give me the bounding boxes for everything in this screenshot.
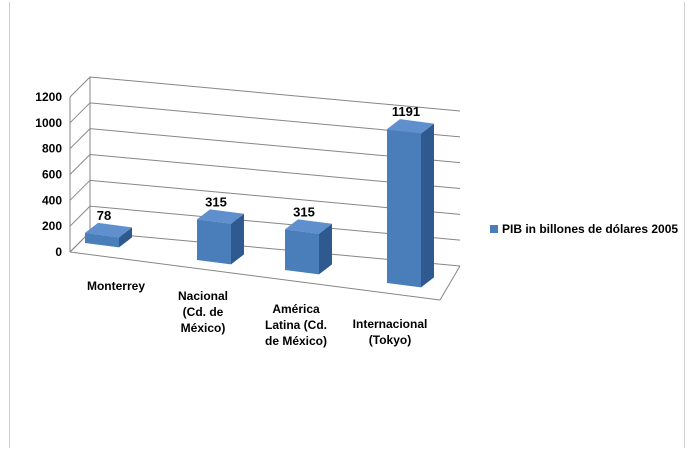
x-axis-categories: Monterrey Nacional (Cd. de México) América La…	[87, 279, 427, 348]
legend-entry: PIB in billones de dólares 2005	[502, 222, 678, 236]
floor-front-edge	[69, 251, 441, 301]
gridline	[69, 205, 461, 241]
data-label: 315	[293, 204, 315, 219]
bar	[85, 222, 132, 248]
y-tick-label: 0	[55, 245, 62, 259]
legend-swatch	[490, 225, 498, 233]
y-tick-label: 400	[42, 193, 62, 207]
data-label: 315	[205, 194, 227, 209]
chart-frame	[9, 2, 685, 448]
bar-top-face	[387, 119, 434, 134]
y-axis-ticks: 0 200 400 600 800 1000 1200	[35, 90, 62, 259]
y-tick-label: 800	[42, 142, 62, 156]
category-label: América Latina (Cd. de México)	[265, 302, 327, 348]
gridline	[69, 102, 461, 138]
bar-side-face	[319, 223, 332, 275]
bar-top-face	[197, 209, 244, 224]
gridline	[69, 76, 461, 112]
bar-front-face	[85, 232, 119, 248]
category-label: Internacional (Tokyo)	[353, 317, 428, 347]
y-tick-label: 1200	[35, 90, 62, 104]
y-tick-label: 200	[42, 219, 62, 233]
bar-top-face	[285, 219, 332, 234]
floor-right-edge	[439, 265, 461, 301]
bar	[197, 209, 244, 265]
bar-side-face	[119, 227, 132, 248]
category-label: Nacional (Cd. de México)	[178, 289, 228, 335]
gridline	[69, 179, 461, 215]
bar-side-face	[231, 213, 244, 265]
bar-side-face	[421, 123, 434, 288]
data-labels: 78 315 315 1191	[97, 104, 420, 223]
bar	[387, 119, 434, 288]
bars	[85, 119, 434, 288]
data-label: 1191	[392, 104, 420, 119]
bar-top-face	[85, 222, 132, 238]
bar-front-face	[197, 219, 231, 265]
bar	[285, 219, 332, 275]
bar-front-face	[285, 229, 319, 275]
legend: PIB in billones de dólares 2005	[490, 222, 678, 236]
category-label: Monterrey	[87, 279, 145, 293]
y-tick-label: 1000	[35, 116, 62, 130]
bar-front-face	[387, 129, 421, 288]
gridline	[69, 153, 461, 189]
gridline	[69, 128, 461, 164]
data-label: 78	[97, 208, 111, 223]
y-tick-label: 600	[42, 168, 62, 182]
